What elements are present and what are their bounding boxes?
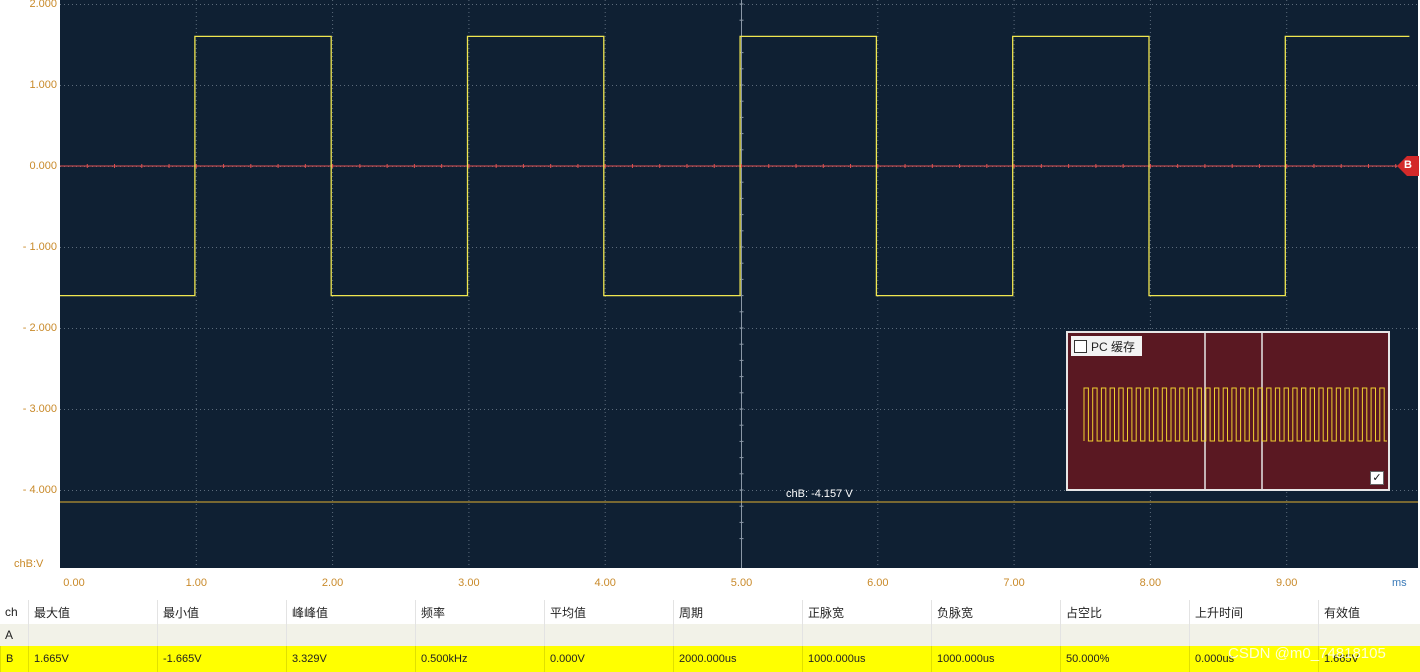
column-header[interactable]: 负脉宽 xyxy=(931,600,1060,624)
y-tick-label: - 4.000 xyxy=(22,484,57,496)
y-tick-label: 2.000 xyxy=(29,0,57,10)
measurement-cell: 1.665V xyxy=(28,646,157,672)
oscilloscope-display[interactable]: 2.000 1.000 0.000 - 1.000 - 2.000 - 3.000 - 4.… xyxy=(0,0,1420,600)
y-tick-label: - 3.000 xyxy=(22,403,57,415)
watermark: CSDN @m0_74818105 xyxy=(1228,645,1386,662)
measurement-cell xyxy=(673,624,802,646)
pc-buffer-label: PC 缓存 xyxy=(1091,339,1136,354)
channel-b-marker-icon[interactable] xyxy=(1397,156,1419,176)
measurement-cell xyxy=(931,624,1060,646)
channel-cell: B xyxy=(0,646,28,672)
y-tick-label: 0.000 xyxy=(29,160,57,172)
measurement-cell: -1.665V xyxy=(157,646,286,672)
column-header[interactable]: 占空比 xyxy=(1060,600,1189,624)
x-tick-label: 1.00 xyxy=(185,577,207,589)
channel-b-marker-label: B xyxy=(1404,159,1412,171)
y-tick-label: - 1.000 xyxy=(22,241,57,253)
y-tick-label: - 2.000 xyxy=(22,322,57,334)
measurement-cell: 0.000us xyxy=(1189,646,1318,672)
measurement-cell xyxy=(544,624,673,646)
measurement-cell xyxy=(157,624,286,646)
column-header[interactable]: 频率 xyxy=(415,600,544,624)
pc-buffer-trace xyxy=(1083,387,1387,442)
x-tick-label: 5.00 xyxy=(730,577,753,589)
measurement-cell: 0.000V xyxy=(544,646,673,672)
measurement-row-b[interactable]: B 1.665V -1.665V 3.329V 0.500kHz 0.000V 2000.0… xyxy=(0,646,1420,672)
column-header[interactable]: 峰峰值 xyxy=(286,600,415,624)
x-axis-unit: ms xyxy=(1392,577,1407,589)
column-header[interactable]: 正脉宽 xyxy=(802,600,931,624)
x-tick-label: 3.00 xyxy=(458,577,480,589)
x-tick-label: 4.00 xyxy=(594,577,616,589)
column-header[interactable]: 平均值 xyxy=(544,600,673,624)
checkbox-icon[interactable] xyxy=(1074,339,1087,353)
measurement-cell xyxy=(286,624,415,646)
waveform-plot[interactable] xyxy=(0,0,1420,600)
x-tick-label: 9.00 xyxy=(1275,577,1298,589)
measurement-header-row: ch 最大值 最小值 峰峰值 频率 平均值 周期 正脉宽 负脉宽 占空比 上升时间 有效值 xyxy=(0,600,1420,624)
measurement-cell: 2000.000us xyxy=(673,646,802,672)
y-tick-label: 1.000 xyxy=(29,79,57,91)
measurement-cell: 50.000% xyxy=(1060,646,1189,672)
channel-cell: A xyxy=(5,628,14,642)
measurement-row-a[interactable]: A xyxy=(0,624,1420,646)
measurement-cell xyxy=(1060,624,1189,646)
x-tick-label: 8.00 xyxy=(1139,577,1162,589)
column-header[interactable]: 上升时间 xyxy=(1189,600,1318,624)
pc-buffer-toggle[interactable]: PC 缓存 xyxy=(1071,336,1143,356)
column-header[interactable]: ch xyxy=(5,605,18,619)
measurement-cell: 3.329V xyxy=(286,646,415,672)
check-icon[interactable]: ✓ xyxy=(1370,471,1384,485)
measurement-cell xyxy=(415,624,544,646)
measurement-cell: 1.665V xyxy=(1318,646,1420,672)
column-header[interactable]: 最小值 xyxy=(157,600,286,624)
column-header[interactable]: 周期 xyxy=(673,600,802,624)
measurement-cell: 0.500kHz xyxy=(415,646,544,672)
pc-buffer-overview[interactable] xyxy=(1068,333,1388,489)
x-tick-label: 7.00 xyxy=(1003,577,1025,589)
measurement-cell xyxy=(28,624,157,646)
channel-b-trace xyxy=(60,35,1410,297)
column-header[interactable]: 最大值 xyxy=(28,600,157,624)
pc-buffer-panel[interactable]: PC 缓存 ✓ xyxy=(1066,331,1390,491)
zero-line-ticks xyxy=(86,164,1397,168)
x-tick-label: 2.00 xyxy=(321,577,344,589)
measurement-cell: 1000.000us xyxy=(931,646,1060,672)
y-axis-unit: chB:V xyxy=(14,558,44,570)
measurement-cell xyxy=(802,624,931,646)
x-tick-label: 0.00 xyxy=(63,577,85,589)
measurement-table: ch 最大值 最小值 峰峰值 频率 平均值 周期 正脉宽 负脉宽 占空比 上升时间 有效值 A B 1.… xyxy=(0,600,1420,672)
x-tick-label: 6.00 xyxy=(867,577,889,589)
cursor-readout: chB: -4.157 V xyxy=(786,488,853,500)
measurement-cell xyxy=(1189,624,1318,646)
measurement-cell xyxy=(1318,624,1420,646)
column-header[interactable]: 有效值 xyxy=(1318,600,1420,624)
measurement-cell: 1000.000us xyxy=(802,646,931,672)
